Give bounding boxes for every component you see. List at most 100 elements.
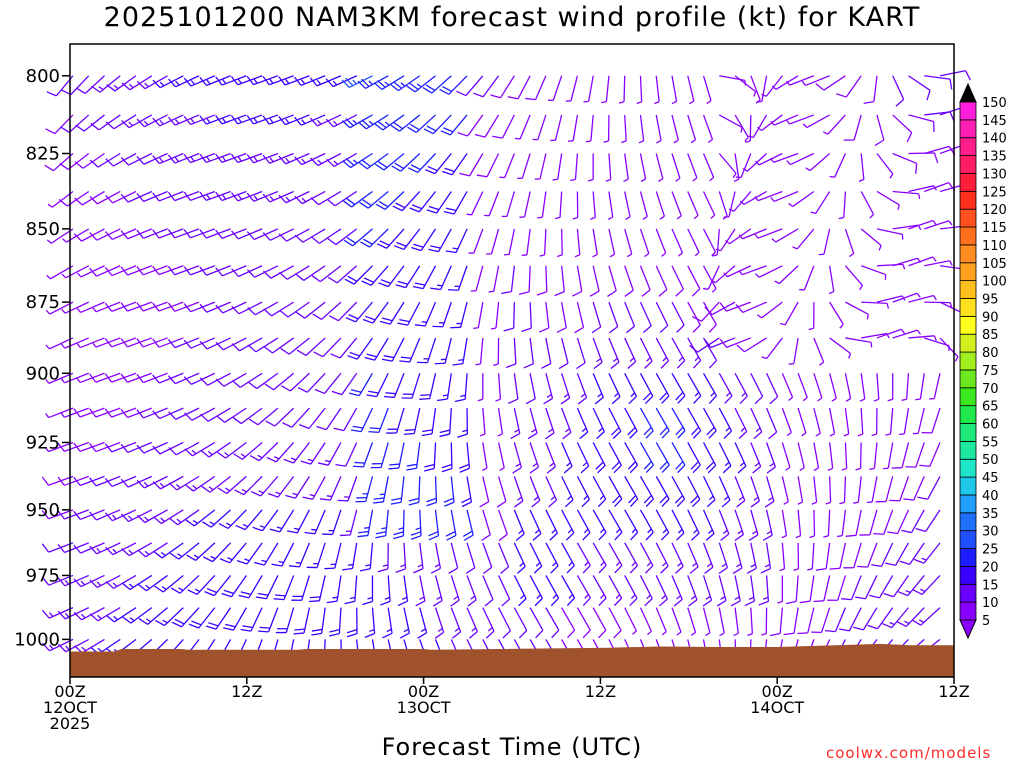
wind-barb	[439, 408, 452, 438]
wind-barb	[390, 114, 421, 132]
wind-barb	[747, 607, 754, 636]
wind-barb	[294, 152, 326, 166]
y-tick-label: 850	[26, 219, 60, 240]
wind-barb	[823, 509, 831, 538]
wind-barb	[525, 75, 547, 101]
wind-barb	[739, 190, 767, 206]
wind-barb	[636, 75, 643, 105]
wind-barb	[624, 442, 639, 474]
wind-barb	[574, 228, 581, 258]
wind-barb	[913, 542, 941, 564]
wind-barb	[557, 228, 563, 258]
wind-barb	[492, 114, 515, 139]
wind-barb	[889, 476, 910, 502]
wind-barb	[168, 407, 200, 420]
colorbar-label: 20	[982, 560, 999, 575]
wind-barb	[845, 337, 873, 348]
wind-barb	[608, 228, 616, 258]
wind-barb	[417, 607, 428, 639]
wind-barb	[550, 114, 563, 142]
wind-barb	[605, 153, 612, 182]
wind-barb	[443, 476, 455, 507]
x-tick-label: 12Z	[585, 682, 616, 701]
colorbar-label: 120	[982, 203, 1007, 218]
credit-link[interactable]: coolwx.com/models	[826, 744, 992, 762]
wind-barb	[608, 607, 622, 639]
wind-barb	[374, 152, 405, 171]
wind-barb	[75, 114, 105, 132]
wind-barb	[855, 575, 878, 600]
wind-barb	[285, 476, 310, 499]
wind-barb	[403, 407, 421, 436]
wind-barb	[561, 407, 572, 440]
wind-barb	[389, 75, 421, 92]
wind-barb	[312, 301, 342, 320]
wind-barb	[639, 228, 650, 258]
wind-barb	[592, 542, 607, 574]
y-tick-label: 1000	[14, 629, 60, 650]
wind-barb	[344, 265, 373, 285]
wind-barb	[406, 75, 436, 93]
wind-barb	[624, 301, 636, 334]
wind-barb	[306, 542, 326, 569]
wind-barb	[521, 228, 531, 257]
wind-barb	[414, 301, 437, 327]
wind-barb	[785, 114, 815, 125]
wind-barb	[811, 607, 831, 634]
wind-barb	[286, 509, 310, 534]
wind-barb	[89, 509, 121, 521]
wind-barb	[105, 607, 137, 623]
wind-barb	[529, 476, 541, 508]
wind-barb	[265, 407, 295, 427]
wind-barb	[552, 153, 563, 181]
y-tick-label: 950	[26, 500, 60, 521]
wind-barb	[333, 407, 358, 432]
wind-barb	[829, 373, 837, 402]
colorbar-label: 135	[982, 150, 1007, 165]
wind-barb	[702, 191, 716, 219]
wind-barb	[428, 509, 440, 541]
wind-barb	[845, 509, 862, 537]
wind-barb	[339, 509, 358, 537]
wind-barb	[545, 575, 560, 607]
colorbar-swatch	[959, 208, 977, 228]
wind-barb	[829, 407, 836, 437]
wind-barb	[327, 265, 358, 284]
wind-barb	[412, 265, 437, 290]
colorbar-swatch	[959, 262, 977, 282]
wind-barb	[188, 607, 216, 629]
wind-barb	[592, 607, 607, 639]
wind-barb	[748, 509, 759, 542]
wind-barb	[503, 228, 515, 256]
wind-barb	[415, 575, 426, 607]
wind-barb	[74, 152, 105, 169]
wind-barb	[76, 337, 105, 349]
wind-barb	[891, 442, 910, 469]
wind-barb	[874, 114, 885, 147]
wind-barb	[310, 190, 342, 206]
wind-barb	[448, 542, 459, 574]
wind-barb	[376, 228, 405, 249]
wind-barb	[608, 442, 622, 474]
wind-barb	[514, 114, 531, 140]
wind-barb	[201, 509, 232, 528]
wind-barb	[483, 191, 500, 217]
colorbar-max-arrow	[959, 82, 977, 103]
wind-barb	[671, 542, 684, 574]
wind-barb	[859, 509, 878, 536]
wind-barb	[545, 476, 558, 508]
wind-barb	[873, 509, 894, 535]
wind-barb	[671, 114, 679, 144]
wind-barb	[702, 575, 713, 607]
wind-barb	[781, 373, 794, 402]
wind-barb	[561, 476, 574, 508]
wind-barb	[219, 542, 247, 564]
wind-barb	[702, 75, 712, 105]
wind-barb	[618, 75, 626, 104]
wind-barb	[892, 292, 921, 303]
wind-barb	[136, 441, 168, 454]
wind-barb	[655, 407, 670, 439]
wind-barb	[777, 575, 784, 604]
wind-barb	[853, 607, 878, 631]
